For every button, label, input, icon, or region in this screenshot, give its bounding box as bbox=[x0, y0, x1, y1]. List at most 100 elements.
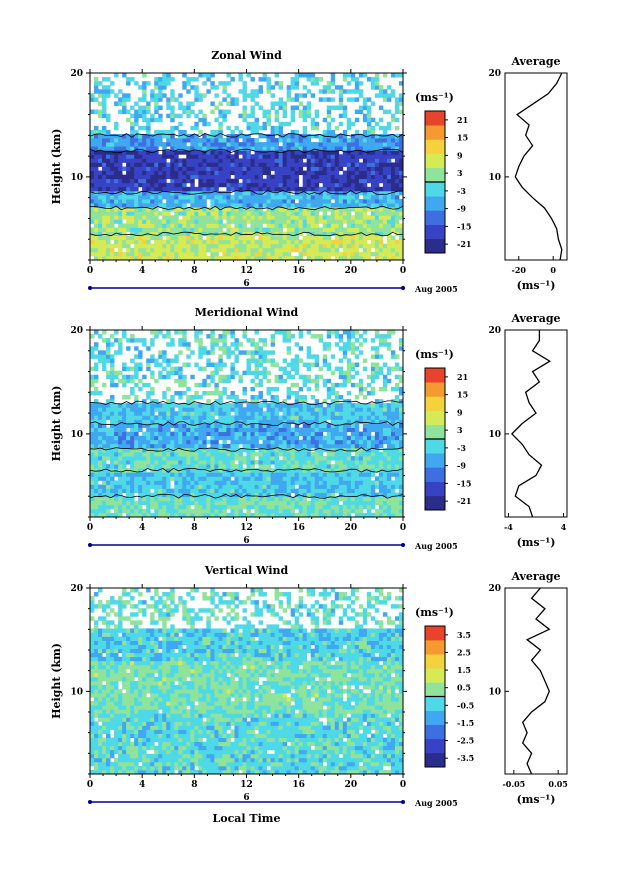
heatmap-cell bbox=[98, 411, 103, 416]
heatmap-cell bbox=[194, 496, 199, 502]
heatmap-cell bbox=[206, 207, 211, 212]
heatmap-cell bbox=[262, 480, 267, 485]
heatmap-cell bbox=[366, 243, 372, 249]
heatmap-cell bbox=[102, 211, 107, 216]
heatmap-cell bbox=[322, 464, 328, 469]
heatmap-cell bbox=[222, 142, 227, 147]
heatmap-cell bbox=[126, 255, 131, 261]
heatmap-cell bbox=[90, 480, 95, 485]
heatmap-cell bbox=[374, 219, 380, 224]
heatmap-cell bbox=[326, 239, 332, 245]
heatmap-cell bbox=[294, 158, 300, 163]
heatmap-cell bbox=[286, 85, 292, 90]
heatmap-cell bbox=[154, 443, 159, 449]
heatmap-cell bbox=[166, 512, 171, 518]
heatmap-cell bbox=[122, 203, 127, 208]
heatmap-cell bbox=[126, 178, 131, 184]
heatmap-cell bbox=[326, 186, 332, 192]
heatmap-cell bbox=[250, 113, 255, 119]
heatmap-cell bbox=[242, 81, 247, 86]
heatmap-cell bbox=[358, 207, 364, 212]
heatmap-cell bbox=[130, 133, 135, 139]
heatmap-cell bbox=[94, 431, 99, 437]
heatmap-cell bbox=[398, 464, 404, 469]
heatmap-cell bbox=[194, 407, 199, 412]
heatmap-cell bbox=[318, 97, 324, 102]
heatmap-cell bbox=[230, 129, 235, 135]
heatmap-cell bbox=[134, 154, 139, 159]
heatmap-cell bbox=[306, 427, 312, 433]
heatmap-cell bbox=[102, 133, 107, 139]
heatmap-cell bbox=[170, 133, 175, 139]
heatmap-cell bbox=[130, 77, 135, 82]
heatmap-cell bbox=[130, 407, 135, 412]
heatmap-cell bbox=[142, 227, 147, 232]
heatmap-cell bbox=[362, 182, 368, 188]
heatmap-cell bbox=[230, 203, 235, 208]
heatmap-cell bbox=[318, 235, 324, 241]
heatmap-cell bbox=[110, 468, 115, 473]
heatmap-cell bbox=[122, 255, 127, 261]
heatmap-cell bbox=[206, 142, 211, 147]
heatmap-cell bbox=[114, 472, 119, 477]
heatmap-cell bbox=[394, 138, 400, 143]
heatmap-cell bbox=[358, 496, 364, 502]
heatmap-cell bbox=[210, 162, 215, 167]
heatmap-cell bbox=[366, 460, 372, 465]
heatmap-cell bbox=[98, 488, 103, 494]
heatmap-cell bbox=[342, 133, 348, 139]
heatmap-cell bbox=[278, 178, 284, 184]
heatmap-cell bbox=[158, 182, 163, 188]
heatmap-cell bbox=[198, 162, 203, 167]
heatmap-cell bbox=[306, 464, 312, 469]
heatmap-cell bbox=[330, 81, 336, 86]
heatmap-cell bbox=[198, 500, 203, 506]
heatmap-cell bbox=[322, 199, 328, 204]
heatmap-cell bbox=[146, 460, 151, 465]
heatmap-cell bbox=[294, 468, 300, 473]
heatmap-cell bbox=[386, 158, 392, 163]
heatmap-cell bbox=[294, 443, 300, 449]
heatmap-cell bbox=[390, 472, 396, 477]
heatmap-cell bbox=[242, 431, 247, 437]
heatmap-cell bbox=[374, 456, 380, 461]
heatmap-cell bbox=[258, 464, 263, 469]
heatmap-cell bbox=[170, 174, 175, 180]
contour-line bbox=[89, 205, 404, 211]
heatmap-cell bbox=[370, 480, 376, 485]
heatmap-cell bbox=[238, 460, 243, 465]
heatmap-cell bbox=[318, 496, 324, 502]
heatmap-cell bbox=[370, 81, 376, 86]
heatmap-cell bbox=[106, 227, 111, 232]
heatmap-cell bbox=[358, 472, 364, 477]
heatmap-cell bbox=[250, 488, 255, 494]
heatmap-cell bbox=[338, 415, 344, 420]
heatmap-cell bbox=[166, 504, 171, 510]
heatmap-cell bbox=[150, 443, 155, 449]
heatmap-cell bbox=[94, 109, 99, 115]
heatmap-cell bbox=[330, 476, 336, 481]
colorbar-segment bbox=[425, 111, 445, 126]
heatmap-cell bbox=[394, 146, 400, 151]
heatmap-cell bbox=[282, 138, 288, 143]
heatmap-cell bbox=[270, 476, 275, 481]
heatmap-cell bbox=[154, 255, 159, 261]
heatmap-cell bbox=[98, 178, 103, 184]
heatmap-cell bbox=[122, 215, 127, 220]
heatmap-cell bbox=[118, 484, 123, 489]
heatmap-cell bbox=[218, 443, 223, 449]
heatmap-cell bbox=[362, 211, 368, 216]
heatmap-cell bbox=[154, 476, 159, 481]
heatmap-cell bbox=[358, 508, 364, 514]
heatmap-cell bbox=[118, 443, 123, 449]
heatmap-cell bbox=[198, 512, 203, 518]
heatmap-cell bbox=[306, 488, 312, 494]
heatmap-cell bbox=[362, 476, 368, 481]
heatmap-cell bbox=[290, 142, 296, 147]
heatmap-cell bbox=[258, 456, 263, 461]
heatmap-cell bbox=[90, 174, 95, 180]
heatmap-cell bbox=[262, 508, 267, 514]
heatmap-cell bbox=[102, 431, 107, 437]
heatmap-cell bbox=[334, 194, 340, 200]
